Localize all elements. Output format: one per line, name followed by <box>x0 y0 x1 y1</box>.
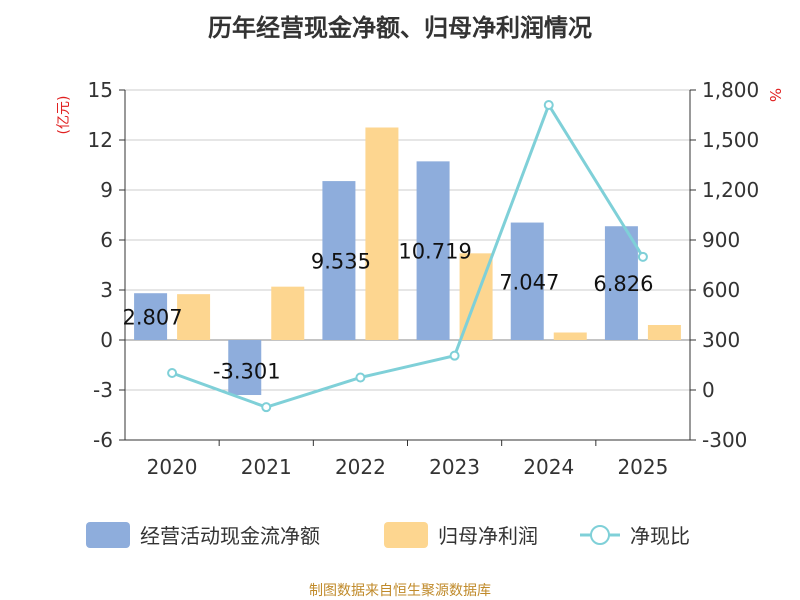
x-axis-tick-label: 2023 <box>429 455 480 479</box>
bar-data-label: -3.301 <box>213 359 281 383</box>
right-axis-tick-label: -300 <box>702 428 747 452</box>
line-point <box>167 368 178 378</box>
left-axis-tick-label: 12 <box>88 128 113 152</box>
right-axis-tick-label: 0 <box>702 378 715 402</box>
bar-cashflow <box>134 293 168 340</box>
legend-swatch-cashflow <box>86 522 130 548</box>
bar-net-profit <box>553 332 587 340</box>
left-axis-tick-label: 6 <box>100 228 113 252</box>
left-axis-tick-label: 3 <box>100 278 113 302</box>
bar-net-profit <box>271 286 305 340</box>
left-axis-unit: (亿元) <box>56 96 72 135</box>
bar-net-profit <box>365 127 399 340</box>
bar-data-label: 7.047 <box>499 270 559 294</box>
x-axis-tick-label: 2025 <box>617 455 668 479</box>
right-axis-tick-label: 1,200 <box>702 178 759 202</box>
line-point <box>637 251 648 262</box>
bar-cashflow <box>604 226 638 340</box>
left-axis-tick-label: -6 <box>93 428 113 452</box>
bar-cashflow <box>322 181 356 340</box>
bar-cashflow <box>416 161 450 340</box>
line-point <box>355 372 366 383</box>
right-axis-tick-label: 300 <box>702 328 740 352</box>
left-axis-tick-label: 15 <box>88 78 113 102</box>
left-axis-tick-label: 0 <box>100 328 113 352</box>
bar-cashflow <box>228 340 262 396</box>
left-axis-tick-label: -3 <box>93 378 113 402</box>
line-point <box>449 350 460 361</box>
x-axis-tick-label: 2020 <box>147 455 198 479</box>
legend-label-net-cash-ratio: 净现比 <box>630 524 690 548</box>
legend-label-cashflow: 经营活动现金流净额 <box>140 524 320 548</box>
x-axis-tick-label: 2021 <box>241 455 292 479</box>
bar-net-profit <box>647 325 681 340</box>
right-axis-unit: % <box>766 88 784 102</box>
left-axis-tick-label: 9 <box>100 178 113 202</box>
legend-label-net-profit: 归母净利润 <box>438 524 538 548</box>
legend-swatch-marker <box>590 525 610 545</box>
bar-data-label: 9.535 <box>311 250 371 274</box>
bar-data-label: 2.807 <box>123 306 183 330</box>
bar-cashflow <box>510 222 544 340</box>
bar-data-label: 6.826 <box>593 272 653 296</box>
line-point <box>543 100 554 110</box>
legend-swatch-net-profit <box>384 522 428 548</box>
source-note: 制图数据来自恒生聚源数据库 <box>309 583 491 599</box>
right-axis-tick-label: 1,800 <box>702 78 759 102</box>
chart-title: 历年经营现金净额、归母净利润情况 <box>208 14 592 42</box>
bar-net-profit <box>177 294 211 340</box>
x-axis-tick-label: 2024 <box>523 455 574 479</box>
line-net-cash-ratio <box>171 101 645 409</box>
right-axis-tick-label: 900 <box>702 228 740 252</box>
x-axis-tick-label: 2022 <box>335 455 386 479</box>
right-axis-tick-label: 600 <box>702 278 740 302</box>
right-axis-tick-label: 1,500 <box>702 128 759 152</box>
line-point <box>261 402 272 413</box>
bar-data-label: 10.719 <box>398 240 471 264</box>
